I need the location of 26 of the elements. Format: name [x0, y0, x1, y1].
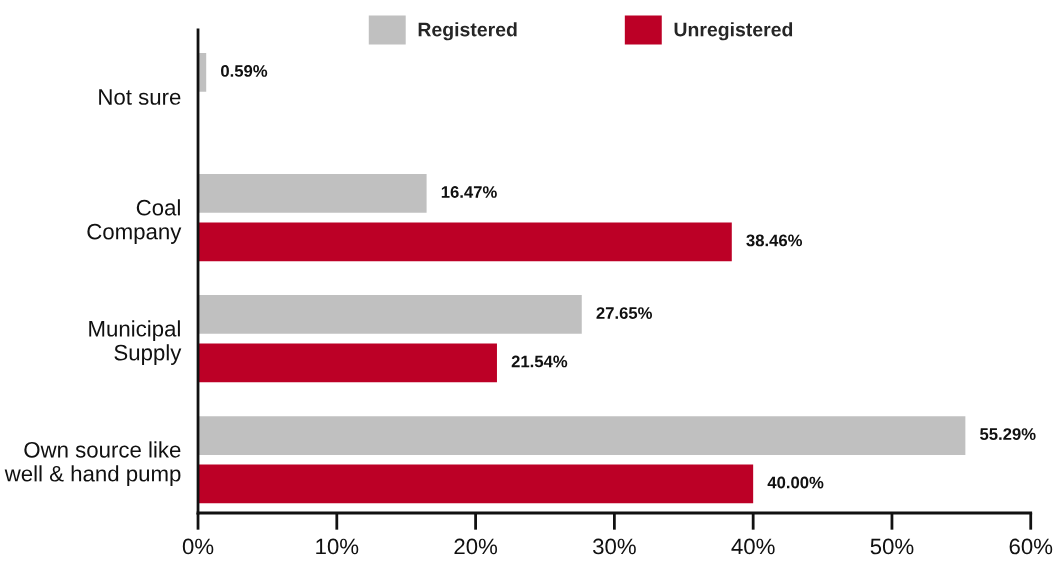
bar: [198, 295, 582, 334]
legend-label: Registered: [418, 22, 517, 41]
x-tick-label: 20%: [454, 538, 498, 555]
x-tick-label: 30%: [592, 538, 636, 555]
bar: [198, 174, 427, 213]
bar: [198, 222, 732, 262]
y-tick-label: Own source like well & hand pump: [4, 441, 181, 486]
x-tick-label: 0%: [182, 538, 214, 555]
bar: [198, 416, 966, 455]
bar: [198, 464, 754, 504]
data-label: 40.00%: [767, 476, 824, 489]
x-tick-label: 40%: [731, 538, 775, 555]
x-tick-label: 60%: [1009, 538, 1053, 555]
y-tick-label: Municipal Supply: [89, 320, 182, 365]
legend-label: Unregistered: [674, 22, 793, 41]
data-label: 55.29%: [980, 428, 1036, 440]
y-tick-label: Not sure: [99, 89, 181, 105]
data-label: 16.47%: [441, 186, 497, 198]
data-label: 27.65%: [596, 307, 653, 319]
x-tick-label: 50%: [870, 538, 914, 555]
x-tick-label: 10%: [316, 538, 359, 555]
data-label: 0.59%: [221, 65, 268, 77]
bar: [198, 343, 497, 383]
data-label: 21.54%: [511, 355, 568, 368]
data-label: 38.46%: [746, 234, 803, 247]
y-tick-label: Coal Company: [87, 199, 182, 244]
